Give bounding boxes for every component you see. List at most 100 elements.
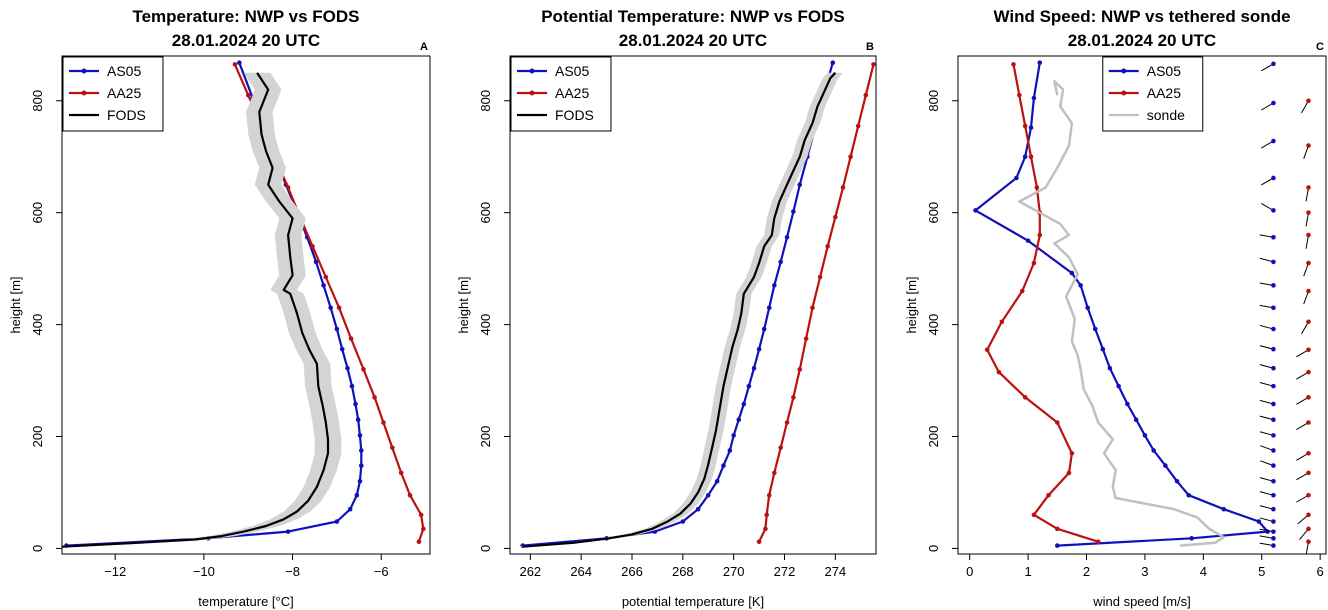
data-point-aa25 (1022, 395, 1028, 400)
data-point-aa25 (855, 123, 861, 129)
x-tick-label: 2 (1083, 564, 1090, 579)
data-point-as05 (328, 305, 333, 311)
wind-barb-point-as05 (1271, 208, 1276, 213)
wind-barb-point-aa25 (1306, 369, 1311, 375)
x-tick-label: 6 (1317, 564, 1324, 579)
y-axis-label: height [m] (904, 276, 919, 333)
y-tick-label: 800 (926, 90, 941, 112)
x-tick-label: −8 (285, 564, 300, 579)
data-point-as05 (334, 326, 340, 332)
data-point-as05 (714, 478, 720, 484)
series-band-fods (515, 72, 843, 547)
wind-barb-point-as05 (1271, 529, 1276, 534)
data-point-aa25 (763, 526, 768, 532)
data-point-as05 (784, 234, 790, 240)
chart-panel-a: Temperature: NWP vs FODS 28.01.2024 20 UT… (8, 7, 431, 609)
data-point-as05 (1055, 543, 1060, 548)
data-point-aa25 (1066, 470, 1072, 476)
chart-title: Temperature: NWP vs FODS (132, 7, 359, 26)
data-point-aa25 (999, 319, 1005, 325)
chart-panel-b: Potential Temperature: NWP vs FODS 28.01.… (456, 7, 877, 609)
data-point-as05 (797, 182, 803, 187)
wind-barb-as05 (1259, 542, 1274, 547)
chart-subtitle: 28.01.2024 20 UTC (1068, 31, 1216, 50)
data-point-aa25 (1055, 420, 1060, 425)
data-point-aa25 (833, 214, 838, 220)
wind-barb-point-as05 (1271, 365, 1276, 371)
data-point-as05 (1189, 536, 1194, 541)
data-point-as05 (741, 401, 747, 407)
legend: AS05 AA25 FODS (510, 56, 612, 132)
wind-barb-as05 (1260, 460, 1274, 467)
wind-barb-point-aa25 (1306, 492, 1311, 498)
wind-barb-aa25 (1301, 321, 1309, 335)
wind-barb-as05 (1259, 415, 1274, 421)
y-tick-label: 600 (30, 202, 45, 224)
data-point-aa25 (863, 92, 869, 98)
wind-barb-as05 (1261, 102, 1274, 111)
wind-barb-as05 (1261, 203, 1274, 211)
data-point-as05 (321, 283, 326, 288)
plot-frame (957, 55, 1327, 555)
data-point-aa25 (1017, 92, 1022, 98)
x-tick-label: 1 (1024, 564, 1031, 579)
y-tick-label: 200 (30, 426, 45, 448)
wind-barb-point-as05 (1271, 346, 1276, 352)
data-point-aa25 (1011, 62, 1016, 67)
plot-frame (509, 55, 877, 555)
legend-marker-aa25 (81, 90, 87, 96)
data-point-as05 (334, 519, 340, 524)
data-point-aa25 (778, 445, 783, 450)
data-point-as05 (358, 448, 364, 453)
wind-barb-as05 (1259, 364, 1274, 369)
chart-subtitle: 28.01.2024 20 UTC (172, 31, 320, 50)
y-tick-label: 0 (30, 545, 45, 552)
x-tick-label: 266 (621, 564, 643, 579)
y-tick-label: 800 (30, 90, 45, 112)
x-tick-label: 0 (966, 564, 973, 579)
y-tick-label: 800 (478, 90, 493, 112)
x-tick-label: 3 (1141, 564, 1148, 579)
wind-barb-point-aa25 (1306, 98, 1311, 104)
data-point-as05 (237, 60, 242, 66)
wind-barb-point-as05 (1271, 448, 1276, 453)
x-tick-label: 270 (723, 564, 745, 579)
data-point-as05 (355, 417, 361, 423)
data-point-as05 (731, 433, 736, 438)
data-point-as05 (778, 259, 783, 265)
data-point-as05 (1116, 383, 1121, 389)
wind-barb-as05 (1261, 177, 1274, 186)
legend-label-sonde: sonde (1147, 107, 1185, 123)
data-point-aa25 (1019, 288, 1025, 294)
data-point-aa25 (817, 274, 823, 280)
wind-barb-point-as05 (1271, 326, 1276, 332)
wind-barb-point-as05 (1271, 175, 1276, 181)
data-point-aa25 (996, 369, 1002, 375)
wind-barb-as05 (1259, 399, 1274, 405)
data-point-aa25 (1028, 154, 1034, 160)
wind-barb-point-as05 (1271, 283, 1276, 288)
data-point-as05 (772, 283, 777, 288)
wind-barb-point-as05 (1271, 463, 1276, 468)
wind-barb-point-aa25 (1306, 143, 1311, 148)
data-point-as05 (751, 365, 757, 371)
data-point-as05 (347, 506, 353, 512)
x-tick-label: 268 (672, 564, 694, 579)
data-point-as05 (357, 478, 363, 484)
wind-barb-aa25 (1305, 187, 1309, 202)
wind-barb-aa25 (1297, 514, 1309, 525)
data-point-as05 (1174, 478, 1180, 484)
data-point-aa25 (381, 420, 386, 425)
data-point-aa25 (766, 492, 772, 498)
data-point-aa25 (810, 305, 815, 311)
data-point-aa25 (840, 185, 846, 190)
wind-barb-point-as05 (1271, 492, 1276, 498)
data-point-aa25 (390, 445, 395, 450)
legend-marker-aa25 (1121, 90, 1127, 96)
data-point-as05 (791, 209, 796, 214)
data-point-as05 (1092, 326, 1098, 332)
data-point-as05 (1221, 506, 1227, 512)
x-tick-label: 264 (570, 564, 592, 579)
data-point-as05 (736, 417, 742, 423)
